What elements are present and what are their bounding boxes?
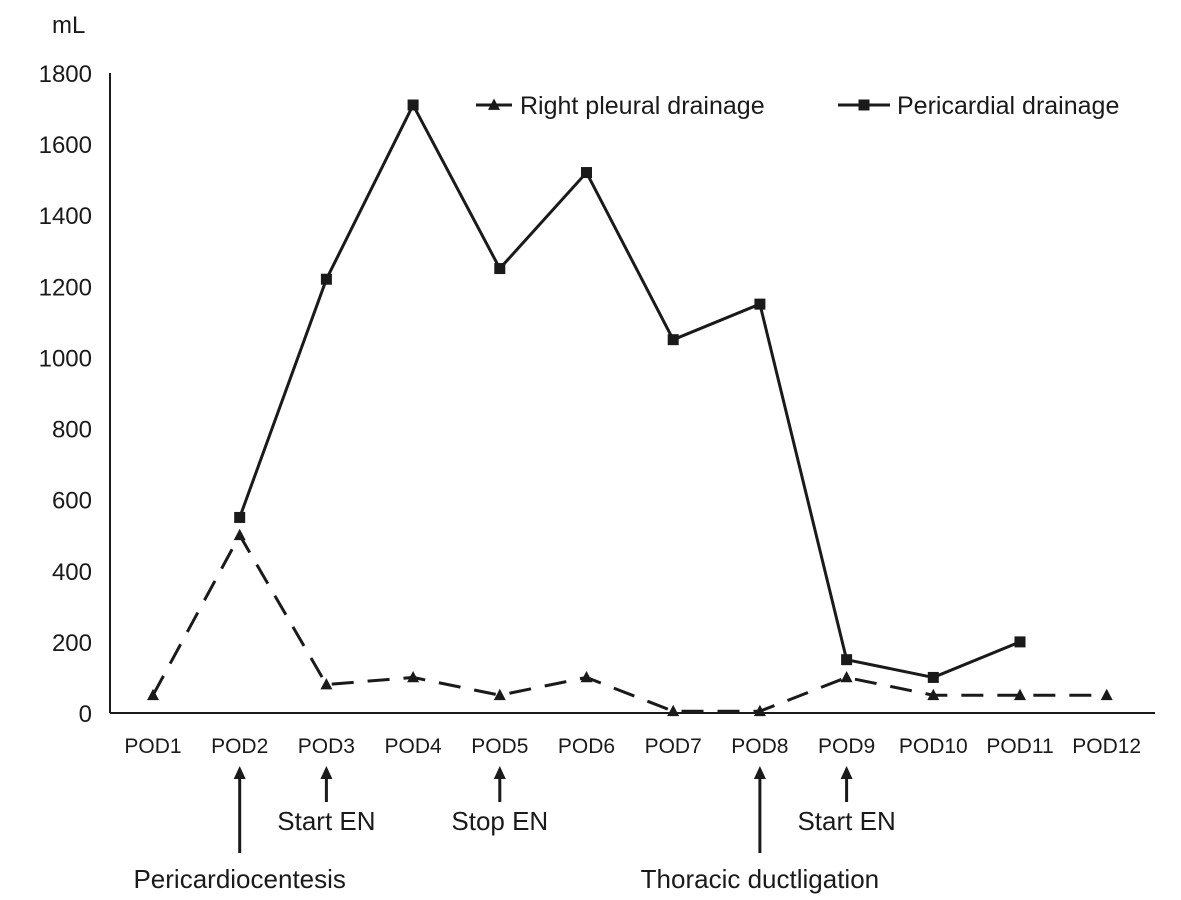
pericardial-point xyxy=(234,511,246,523)
y-tick-label: 1400 xyxy=(39,203,92,230)
right-pleural-point xyxy=(927,688,940,701)
right-pleural-point xyxy=(1014,688,1026,701)
pericardial-point xyxy=(841,654,853,666)
right-pleural-point xyxy=(320,678,333,690)
y-tick-label: 1000 xyxy=(39,345,92,372)
y-tick-label: 200 xyxy=(52,630,92,657)
y-tick-label: 400 xyxy=(52,559,92,586)
x-tick-label: POD7 xyxy=(645,735,702,758)
pericardial-point xyxy=(320,273,332,285)
x-tick-labels: POD1 POD2 POD3 POD4 POD5 POD6 POD7 POD8 POD9 POD1… xyxy=(124,735,1141,758)
annotation-arrow-head xyxy=(320,766,333,779)
y-tick-labels: 0 200 400 600 800 1000 1200 1400 1600 1800 xyxy=(39,61,92,728)
pericardial-point xyxy=(494,263,506,275)
right-pleural-point xyxy=(493,688,506,701)
x-tick-label: POD12 xyxy=(1072,735,1141,758)
x-tick-label: POD11 xyxy=(986,735,1053,758)
legend-marker-right-pleural xyxy=(488,98,500,110)
x-tick-label: POD1 xyxy=(124,735,181,758)
series-line-right-pleural xyxy=(151,532,1107,713)
x-tick-label: POD8 xyxy=(731,735,788,758)
y-tick-label: 1200 xyxy=(39,274,92,301)
x-tick-label: POD10 xyxy=(899,735,968,758)
legend-marker-pericardial xyxy=(858,99,870,111)
pericardial-point xyxy=(667,334,679,346)
series-markers xyxy=(147,99,1113,717)
pericardial-point xyxy=(581,167,592,179)
annotation-label: Pericardiocentesis xyxy=(133,864,345,894)
y-axis-unit-label: mL xyxy=(52,12,85,39)
pericardial-point xyxy=(927,671,939,683)
axes xyxy=(109,73,1155,714)
pericardial-point xyxy=(754,298,766,310)
event-annotations: Pericardiocentesis Start EN Stop EN Thoraci… xyxy=(133,766,896,894)
right-pleural-point xyxy=(753,704,766,717)
annotation-arrow-head xyxy=(753,766,766,779)
x-tick-label: POD4 xyxy=(385,735,443,758)
series-line-pericardial xyxy=(238,101,1021,680)
annotation-label: Stop EN xyxy=(451,806,548,836)
right-pleural-point xyxy=(407,670,420,683)
x-tick-label: POD9 xyxy=(818,735,875,758)
y-tick-label: 1600 xyxy=(39,132,92,159)
pericardial-point xyxy=(1014,636,1026,648)
series-lines xyxy=(151,101,1107,713)
x-tick-label: POD5 xyxy=(471,735,528,758)
x-tick-label: POD2 xyxy=(211,735,268,758)
legend: Right pleural drainage Pericardial draina… xyxy=(476,92,1119,120)
right-pleural-point xyxy=(147,688,159,701)
legend-label-right-pleural: Right pleural drainage xyxy=(520,92,765,120)
legend-label-pericardial: Pericardial drainage xyxy=(897,92,1119,120)
right-pleural-point xyxy=(580,670,593,683)
y-tick-label: 600 xyxy=(52,488,92,515)
y-tick-label: 800 xyxy=(52,417,92,444)
annotation-arrow-head xyxy=(840,766,853,779)
x-tick-label: POD6 xyxy=(558,735,615,758)
right-pleural-point xyxy=(1100,688,1113,701)
y-tick-label: 1800 xyxy=(39,61,92,88)
right-pleural-point xyxy=(840,670,853,683)
pericardial-point xyxy=(407,99,419,111)
annotation-arrow-head xyxy=(493,766,506,779)
right-pleural-point xyxy=(233,528,246,541)
annotation-label: Thoracic ductligation xyxy=(641,864,879,894)
annotation-arrow-head xyxy=(233,766,246,779)
right-pleural-point xyxy=(667,704,680,717)
annotation-label: Start EN xyxy=(797,806,895,836)
x-tick-label: POD3 xyxy=(298,735,355,758)
y-tick-label: 0 xyxy=(79,701,92,728)
annotation-label: Start EN xyxy=(277,806,375,836)
